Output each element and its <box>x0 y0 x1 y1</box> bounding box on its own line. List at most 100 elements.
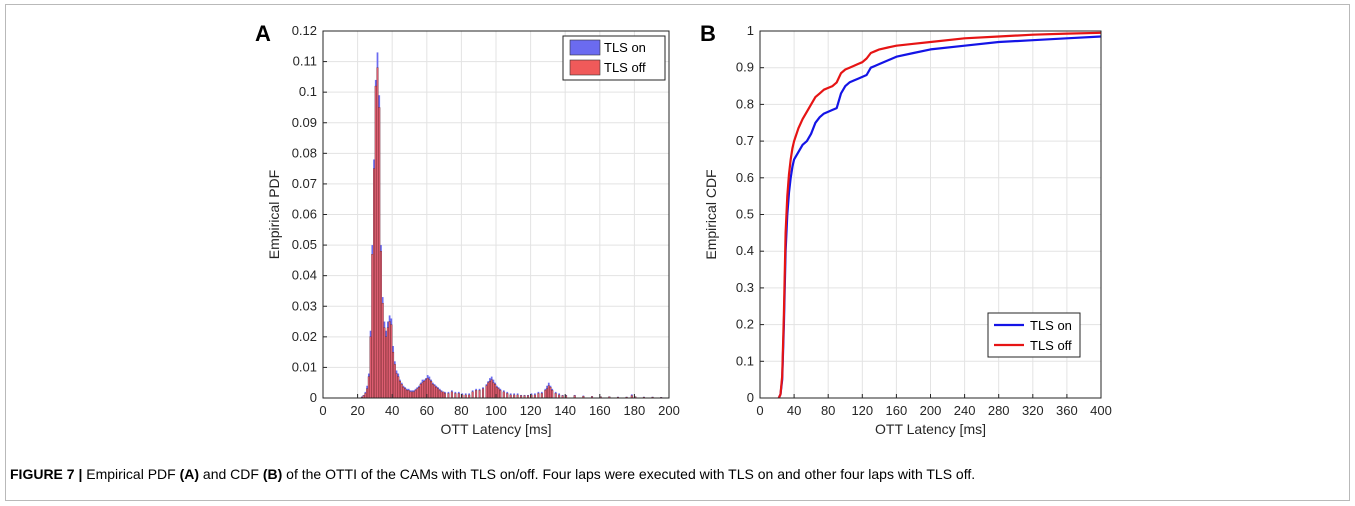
caption-text-2: and CDF <box>199 466 263 482</box>
bar-tls-off <box>430 381 433 399</box>
legend-label: TLS on <box>1030 318 1072 333</box>
bar-tls-off <box>402 387 405 399</box>
y-tick-label: 0 <box>310 390 317 405</box>
x-tick-label: 80 <box>454 403 468 418</box>
bar-tls-off <box>506 393 509 399</box>
bar-tls-off <box>488 381 491 399</box>
x-tick-label: 120 <box>851 403 873 418</box>
bar-tls-off <box>397 376 400 399</box>
bar-tls-off <box>398 381 401 399</box>
bar-tls-off <box>371 254 374 399</box>
bar-tls-off <box>447 393 450 399</box>
bar-tls-off <box>475 390 478 399</box>
bar-tls-off <box>379 251 382 399</box>
caption-ref-b: (B) <box>262 466 283 482</box>
y-tick-label: 0.9 <box>736 60 754 75</box>
y-tick-label: 0.3 <box>736 280 754 295</box>
panel-letter: B <box>700 21 716 46</box>
y-tick-label: 0.02 <box>292 329 317 344</box>
bar-tls-off <box>438 390 441 399</box>
y-tick-label: 0.03 <box>292 298 317 313</box>
bar-tls-off <box>502 391 505 399</box>
bar-tls-off <box>423 381 426 399</box>
bar-tls-off <box>478 390 481 399</box>
figure-frame <box>5 4 1350 501</box>
x-tick-label: 320 <box>1022 403 1044 418</box>
y-tick-label: 0.5 <box>736 207 754 222</box>
y-tick-label: 0.06 <box>292 207 317 222</box>
bar-tls-off <box>373 168 376 399</box>
x-tick-label: 280 <box>988 403 1010 418</box>
bar-tls-off <box>390 324 393 399</box>
legend-swatch <box>569 39 601 56</box>
bar-tls-off <box>421 382 424 399</box>
y-tick-label: 0.01 <box>292 359 317 374</box>
cdf-line-tls-on <box>777 35 1102 399</box>
caption-text-3: of the OTTI of the CAMs with TLS on/off.… <box>282 466 976 482</box>
x-axis-label: OTT Latency [ms] <box>441 421 552 437</box>
x-tick-label: 160 <box>886 403 908 418</box>
bar-tls-off <box>392 351 395 399</box>
figure-caption: FIGURE 7 | Empirical PDF (A) and CDF (B)… <box>10 466 1340 482</box>
x-tick-label: 40 <box>787 403 801 418</box>
y-tick-label: 0.04 <box>292 268 317 283</box>
bar-tls-off <box>482 388 485 399</box>
bar-tls-off <box>435 387 438 399</box>
caption-text-1: Empirical PDF <box>82 466 180 482</box>
panel-letter: A <box>255 21 271 46</box>
bar-tls-off <box>400 384 403 399</box>
x-tick-label: 20 <box>350 403 364 418</box>
bar-tls-off <box>450 391 453 399</box>
panel-a-pdf-chart: 0 20 40 60 80 100 120 140 160 180 200 0 0.01 0.02 0.03… <box>255 21 680 437</box>
legend-swatch <box>569 59 601 76</box>
x-tick-label: 240 <box>954 403 976 418</box>
bar-tls-off <box>407 390 410 399</box>
y-axis-label: Empirical PDF <box>266 170 282 259</box>
x-tick-label: 120 <box>520 403 542 418</box>
y-tick-label: 0.4 <box>736 243 754 258</box>
bar-tls-off <box>376 67 379 399</box>
y-tick-label: 0.07 <box>292 176 317 191</box>
bar-tls-off <box>490 379 493 399</box>
y-tick-label: 0.1 <box>299 84 317 99</box>
bar-tls-off <box>549 387 552 399</box>
y-tick-label: 1 <box>747 23 754 38</box>
bar-tls-off <box>547 385 550 399</box>
bar-tls-off <box>395 373 398 399</box>
y-tick-label: 0.09 <box>292 115 317 130</box>
bar-tls-off <box>369 336 372 399</box>
y-axis-label: Empirical CDF <box>703 169 719 259</box>
bar-tls-off <box>428 379 431 399</box>
y-tick-label: 0 <box>747 390 754 405</box>
y-tick-label: 0.2 <box>736 317 754 332</box>
bar-tls-off <box>364 393 367 399</box>
bar-tls-off <box>471 391 474 399</box>
y-tick-label: 0.08 <box>292 145 317 160</box>
x-tick-label: 100 <box>485 403 507 418</box>
legend-label: TLS off <box>1030 338 1072 353</box>
bar-tls-off <box>366 388 369 399</box>
figure-charts: 0 20 40 60 80 100 120 140 160 180 20000.010.020.03… <box>255 21 1112 437</box>
x-tick-label: 360 <box>1056 403 1078 418</box>
bar-tls-off <box>419 384 422 399</box>
legend: TLS on TLS off <box>562 35 666 81</box>
bar-tls-off <box>388 321 391 399</box>
y-tick-label: 0.11 <box>293 54 317 69</box>
x-tick-label: 0 <box>319 403 326 418</box>
bar-tls-off <box>411 391 414 399</box>
y-tick-label: 0.7 <box>736 133 754 148</box>
x-tick-label: 80 <box>821 403 835 418</box>
x-tick-label: 180 <box>624 403 646 418</box>
legend-label: TLS off <box>604 60 646 75</box>
bar-tls-off <box>544 390 547 399</box>
bar-tls-off <box>440 391 443 399</box>
x-tick-label: 0 <box>756 403 763 418</box>
y-tick-label: 0.8 <box>736 96 754 111</box>
legend: TLS on TLS off <box>987 312 1081 358</box>
bar-tls-off <box>554 393 557 399</box>
x-axis-label: OTT Latency [ms] <box>875 421 986 437</box>
legend-label: TLS on <box>604 40 646 55</box>
bar-tls-off <box>442 391 445 399</box>
bar-tls-off <box>431 384 434 399</box>
bar-tls-off <box>404 388 407 399</box>
